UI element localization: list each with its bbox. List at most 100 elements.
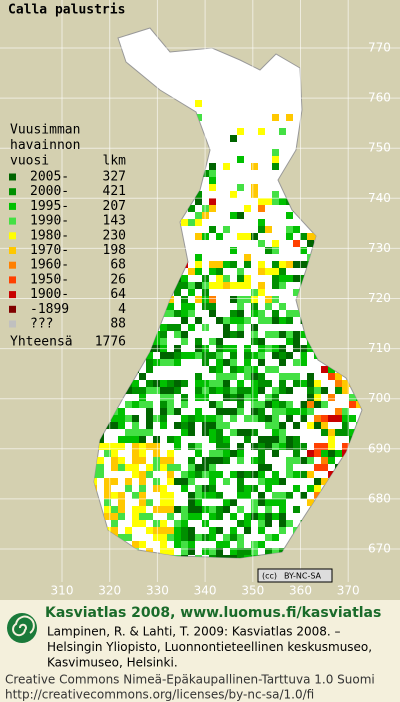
record-square [279,492,286,499]
record-square [153,338,160,345]
legend-total: 1776 [95,335,126,350]
record-square [188,513,195,520]
record-square [216,429,223,436]
record-square [286,492,293,499]
record-square [251,310,258,317]
record-square [279,387,286,394]
record-square [265,513,272,520]
record-square [230,471,237,478]
citation-line: Lampinen, R. & Lahti, T. 2009: Kasviatla… [47,625,341,639]
record-square [286,443,293,450]
record-square [349,429,356,436]
record-square [293,240,300,247]
record-square [335,429,342,436]
record-square [244,436,251,443]
record-square [139,373,146,380]
legend-label: 1960- [30,258,69,273]
record-square [244,394,251,401]
record-square [174,534,181,541]
record-square [251,401,258,408]
record-square [272,429,279,436]
record-square [139,513,146,520]
record-square [167,310,174,317]
record-square [335,380,342,387]
record-square [97,464,104,471]
record-square [216,408,223,415]
legend-label: 2005- [30,170,69,185]
x-grid-label: 310 [51,584,74,598]
record-square [209,471,216,478]
record-square [139,485,146,492]
record-square [328,450,335,457]
record-square [209,464,216,471]
record-square [265,198,272,205]
record-square [139,520,146,527]
record-square [188,415,195,422]
record-square [258,450,265,457]
footer-title: Kasviatlas 2008, www.luomus.fi/kasviatla… [45,605,381,621]
record-square [160,548,167,555]
record-square [216,275,223,282]
record-square [195,296,202,303]
legend-count: 4 [118,302,126,317]
record-square [118,499,125,506]
record-square [111,478,118,485]
record-square [279,513,286,520]
record-square [146,422,153,429]
record-square [167,457,174,464]
record-square [174,541,181,548]
record-square [230,499,237,506]
record-square [314,401,321,408]
record-square [139,471,146,478]
legend-label: 1900- [30,287,69,302]
record-square [195,408,202,415]
record-square [188,457,195,464]
record-square [181,331,188,338]
record-square [209,527,216,534]
record-square [146,366,153,373]
record-square [307,408,314,415]
record-square [293,275,300,282]
record-square [321,450,328,457]
record-square [118,415,125,422]
record-square [237,156,244,163]
record-square [188,422,195,429]
record-square [209,415,216,422]
record-square [251,429,258,436]
record-square [104,492,111,499]
record-square [251,499,258,506]
citation-line: Kasvimuseo, Helsinki. [47,656,178,670]
record-square [279,520,286,527]
record-square [167,408,174,415]
record-square [230,331,237,338]
record-square [167,464,174,471]
record-square [181,415,188,422]
record-square [237,471,244,478]
record-square [244,485,251,492]
record-square [209,422,216,429]
record-square [188,534,195,541]
record-square [258,359,265,366]
y-grid-label: 760 [368,91,391,105]
legend-label: 1970- [30,243,69,258]
legend-count: 88 [110,317,126,332]
record-square [314,443,321,450]
record-square [167,471,174,478]
record-square [132,429,139,436]
record-square [328,415,335,422]
record-square [237,541,244,548]
record-square [237,408,244,415]
record-square [188,282,195,289]
record-square [244,471,251,478]
record-square [314,422,321,429]
record-square [244,359,251,366]
legend-count: 68 [110,258,126,273]
record-square [272,450,279,457]
record-square [174,443,181,450]
record-square [300,492,307,499]
record-square [188,205,195,212]
record-square [286,408,293,415]
record-square [265,366,272,373]
legend-count: 64 [110,287,126,302]
legend-swatch [9,173,16,181]
